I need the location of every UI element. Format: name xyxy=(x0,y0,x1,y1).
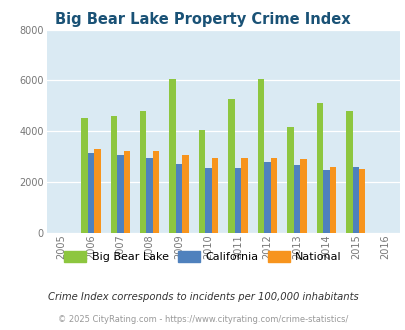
Bar xyxy=(153,151,159,233)
Bar xyxy=(322,171,329,233)
Bar xyxy=(345,111,352,233)
Text: Big Bear Lake Property Crime Index: Big Bear Lake Property Crime Index xyxy=(55,12,350,26)
Bar xyxy=(358,169,364,233)
Bar xyxy=(94,149,100,233)
Bar xyxy=(316,103,322,233)
Bar xyxy=(257,79,264,233)
Bar xyxy=(270,158,277,233)
Legend: Big Bear Lake, California, National: Big Bear Lake, California, National xyxy=(60,247,345,267)
Bar xyxy=(198,130,205,233)
Bar xyxy=(241,158,247,233)
Bar xyxy=(286,127,293,233)
Bar xyxy=(110,116,117,233)
Bar xyxy=(352,167,358,233)
Bar xyxy=(205,168,211,233)
Bar xyxy=(117,155,123,233)
Bar xyxy=(228,99,234,233)
Bar xyxy=(81,118,87,233)
Bar xyxy=(329,167,335,233)
Bar xyxy=(123,151,130,233)
Bar xyxy=(140,111,146,233)
Bar xyxy=(293,165,299,233)
Text: © 2025 CityRating.com - https://www.cityrating.com/crime-statistics/: © 2025 CityRating.com - https://www.city… xyxy=(58,315,347,324)
Bar xyxy=(182,155,188,233)
Bar xyxy=(211,158,218,233)
Bar xyxy=(299,159,306,233)
Bar xyxy=(169,79,175,233)
Bar xyxy=(264,162,270,233)
Bar xyxy=(87,153,94,233)
Bar xyxy=(175,164,182,233)
Bar xyxy=(234,168,241,233)
Bar xyxy=(146,158,153,233)
Text: Crime Index corresponds to incidents per 100,000 inhabitants: Crime Index corresponds to incidents per… xyxy=(47,292,358,302)
